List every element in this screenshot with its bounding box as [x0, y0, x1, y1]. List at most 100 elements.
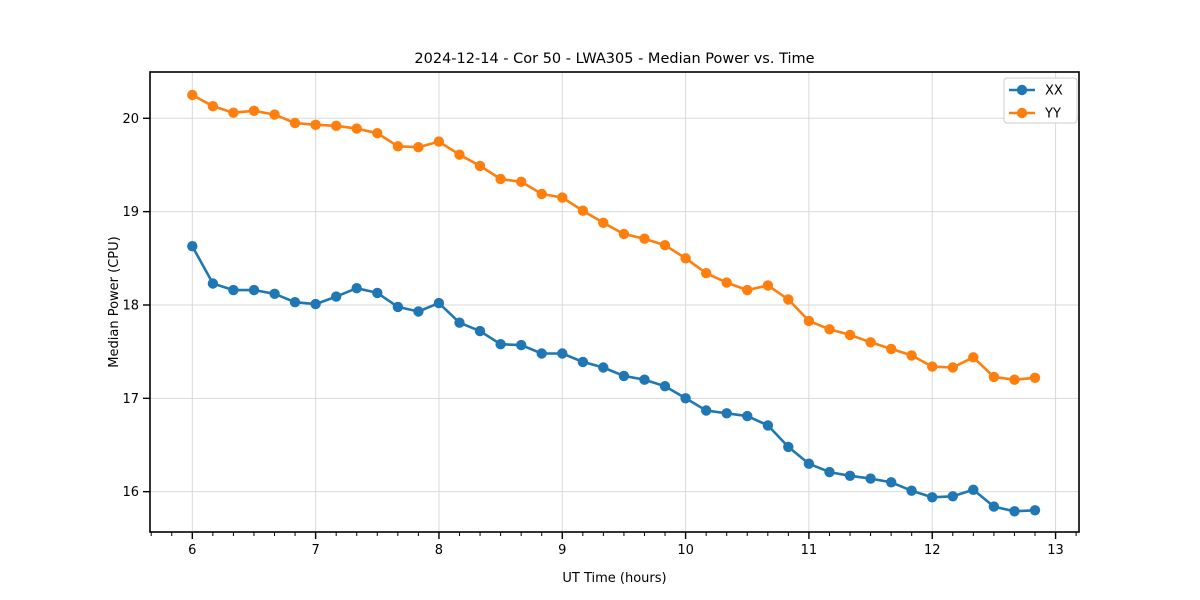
legend-box — [1003, 77, 1078, 124]
legend-label-xx: XX — [1045, 84, 1063, 99]
data-point-marker — [988, 501, 1000, 512]
data-point-marker — [413, 306, 424, 317]
data-point-marker — [248, 284, 260, 296]
data-point-marker — [1009, 374, 1020, 385]
series-XX — [187, 241, 1041, 517]
data-point-marker — [639, 233, 650, 244]
data-point-marker — [968, 484, 979, 495]
data-point-marker — [577, 356, 589, 368]
data-point-marker — [495, 173, 506, 185]
data-point-marker — [207, 101, 219, 112]
data-point-marker — [783, 441, 794, 453]
x-tick-label: 7 — [311, 543, 319, 558]
data-point-marker — [742, 284, 753, 296]
data-point-marker — [742, 410, 753, 422]
series-line — [191, 245, 1036, 513]
data-point-marker — [783, 294, 794, 305]
data-point-marker — [865, 337, 876, 348]
data-point-marker — [351, 283, 362, 294]
data-point-marker — [228, 284, 239, 296]
data-point-marker — [372, 287, 383, 299]
data-point-marker — [680, 253, 691, 264]
data-point-marker — [536, 348, 547, 359]
series-line — [191, 93, 1036, 382]
data-point-marker — [680, 393, 691, 404]
data-point-marker — [803, 458, 815, 469]
data-point-marker — [557, 348, 568, 359]
data-point-marker — [844, 329, 856, 341]
data-point-marker — [289, 297, 301, 308]
data-point-marker — [454, 149, 465, 160]
data-point-marker — [721, 277, 732, 288]
data-point-marker — [413, 142, 424, 153]
data-point-marker — [433, 136, 445, 147]
y-tick-label: 16 — [122, 485, 139, 500]
y-tick-label: 19 — [122, 205, 139, 220]
data-point-marker — [659, 381, 671, 392]
y-tick-label: 20 — [122, 112, 139, 127]
data-point-marker — [906, 485, 917, 496]
data-point-marker — [721, 408, 732, 419]
data-point-marker — [1009, 506, 1020, 517]
data-point-marker — [516, 176, 527, 187]
data-point-marker — [598, 362, 609, 373]
chart-title: 2024-12-14 - Cor 50 - LWA305 - Median Po… — [414, 51, 814, 67]
data-point-marker — [1029, 372, 1041, 383]
data-point-marker — [701, 405, 712, 416]
data-point-marker — [803, 315, 815, 327]
data-point-marker — [331, 120, 342, 131]
data-point-marker — [968, 352, 979, 363]
y-tick-label: 18 — [122, 298, 139, 313]
data-point-marker — [248, 105, 260, 117]
data-point-marker — [269, 288, 280, 299]
data-point-marker — [762, 280, 774, 291]
data-point-marker — [906, 350, 917, 361]
data-point-marker — [701, 268, 712, 279]
data-point-marker — [433, 297, 445, 309]
data-point-marker — [269, 109, 280, 120]
data-point-marker — [927, 361, 938, 372]
x-axis: 6 7 8 9 10 11 12 13 — [188, 532, 1064, 558]
data-point-marker — [639, 374, 650, 385]
data-point-marker — [289, 117, 301, 129]
data-point-marker — [392, 301, 404, 313]
data-point-marker — [310, 119, 321, 130]
data-point-marker — [516, 339, 527, 351]
data-point-marker — [187, 241, 198, 252]
data-point-marker — [577, 205, 589, 216]
data-point-marker — [988, 371, 1000, 383]
data-point-marker — [659, 240, 671, 251]
series-YY — [187, 89, 1041, 385]
x-tick-label: 9 — [558, 543, 566, 558]
y-axis-label: Median Power (CPU) — [107, 236, 122, 367]
legend: XX YY — [1003, 77, 1078, 124]
data-point-marker — [454, 317, 465, 328]
legend-marker-yy — [1016, 107, 1028, 119]
data-point-marker — [372, 128, 383, 139]
data-point-marker — [762, 420, 774, 431]
x-minor-ticks — [150, 532, 1077, 536]
plot-area: 6 7 8 9 10 11 12 13 16 17 18 19 20 — [122, 71, 1080, 558]
data-point-marker — [618, 228, 630, 240]
data-point-marker — [187, 89, 198, 101]
data-point-marker — [557, 192, 568, 203]
x-axis-label: UT Time (hours) — [562, 571, 666, 586]
x-tick-label: 11 — [801, 543, 818, 558]
x-tick-label: 13 — [1047, 543, 1064, 558]
y-tick-label: 17 — [122, 392, 139, 407]
data-point-marker — [886, 477, 897, 488]
data-point-marker — [927, 492, 938, 503]
data-point-marker — [947, 491, 958, 502]
data-point-marker — [824, 466, 835, 478]
x-tick-label: 12 — [924, 543, 941, 558]
axes-border — [149, 71, 1080, 533]
data-point-marker — [392, 141, 404, 152]
data-point-marker — [207, 278, 219, 289]
data-point-marker — [536, 188, 547, 200]
data-point-marker — [844, 470, 856, 481]
y-axis: 16 17 18 19 20 — [122, 112, 150, 500]
data-point-marker — [824, 324, 835, 335]
x-tick-label: 8 — [435, 543, 443, 558]
